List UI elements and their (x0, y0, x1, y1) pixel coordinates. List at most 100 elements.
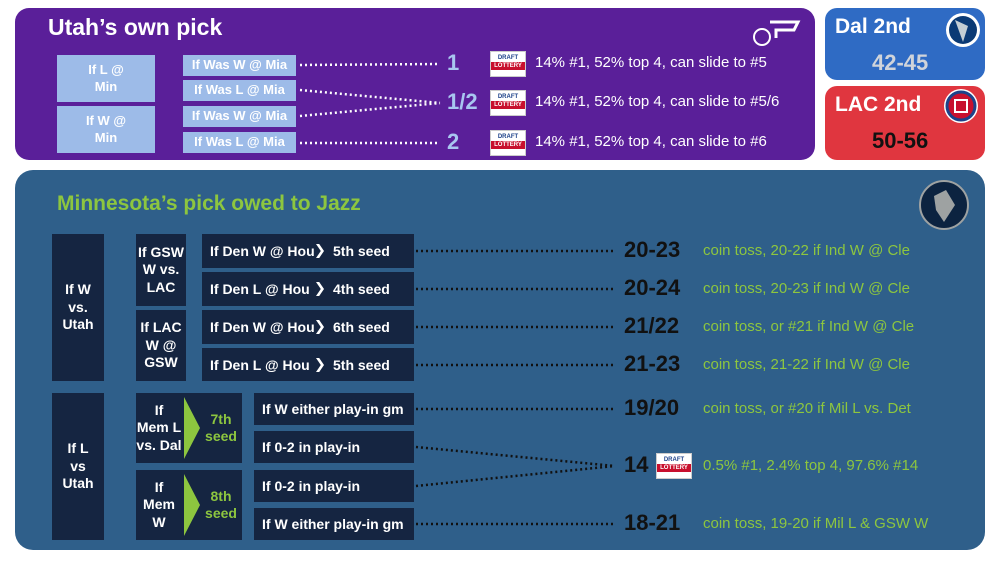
line: LOTTERY (491, 101, 525, 109)
team: LAC 2nd (835, 93, 922, 116)
line: If LAC (140, 319, 182, 336)
condition-row (202, 234, 414, 268)
pick: 18-21 (624, 510, 681, 535)
line: Utah (62, 475, 94, 492)
pick: 14 (624, 452, 649, 477)
pick: 20-23 (624, 237, 681, 262)
lottery-badge: DRAFT LOTTERY (490, 51, 526, 77)
utah-title: Utah’s own pick (48, 14, 223, 40)
condition: If Den L @ Hou (210, 281, 310, 297)
subgroup-box: If LAC W @ GSW (136, 310, 186, 381)
line: If (154, 478, 164, 495)
line: DRAFT (497, 134, 519, 140)
seed-label: 8th seed (200, 470, 242, 540)
line: Utah (62, 316, 94, 333)
lottery-badge: DRAFT LOTTERY (490, 130, 526, 156)
line: If L (67, 440, 89, 457)
condition-box: If Was W @ Mia (183, 55, 296, 76)
note: 0.5% #1, 2.4% top 4, 97.6% #14 (703, 457, 919, 474)
line: vs. Dal (136, 436, 182, 453)
line: seed (205, 505, 237, 521)
branch-box: If L @ Min (57, 55, 155, 102)
line: LOTTERY (657, 464, 691, 472)
seed-label: 7th seed (200, 393, 242, 463)
line: Mem (143, 496, 175, 513)
condition: If Den L @ Hou (210, 357, 310, 373)
condition: If Den W @ Hou (210, 319, 315, 335)
pick: 19/20 (624, 395, 680, 420)
minnesota-title: Minnesota’s pick owed to Jazz (57, 192, 361, 215)
line: If GSW (138, 243, 184, 260)
note: coin toss, 21-22 if Ind W @ Cle (703, 356, 910, 373)
utah-lines (299, 62, 441, 145)
note: coin toss, 20-23 if Ind W @ Cle (703, 280, 910, 297)
line: DRAFT (497, 94, 519, 100)
line: LOTTERY (491, 141, 525, 149)
line: 7th (210, 410, 232, 427)
condition-row (202, 310, 414, 344)
line: Min (94, 129, 118, 145)
condition: If W either play-in gm (262, 401, 404, 417)
seed: 5th seed (333, 357, 390, 373)
condition-box: If Was L @ Mia (183, 132, 296, 153)
line: If W @ (85, 113, 127, 129)
note: coin toss, 19-20 if Mil L & GSW W (703, 515, 929, 532)
pick: 21/22 (624, 313, 680, 338)
team: Dal 2nd (835, 15, 911, 38)
subgroup-box: If GSW W vs. LAC (136, 234, 186, 306)
condition-row (202, 272, 414, 306)
condition-row (254, 431, 414, 463)
condition: If W either play-in gm (262, 516, 404, 532)
condition: If Den W @ Hou (210, 243, 315, 259)
note: coin toss, or #21 if Ind W @ Cle (703, 318, 915, 335)
lottery-badge: DRAFT LOTTERY (656, 453, 692, 479)
line: 8th (210, 487, 232, 504)
seed: 6th seed (333, 319, 390, 335)
record: 50-56 (872, 128, 929, 153)
line: vs (70, 457, 86, 474)
condition: If 0-2 in play-in (262, 478, 361, 494)
wolves-logo (919, 180, 969, 230)
pick: 1 (447, 50, 460, 75)
condition-box: If Was L @ Mia (183, 80, 296, 101)
line: GSW (144, 354, 178, 371)
line: LOTTERY (491, 62, 525, 70)
line: If W (65, 281, 91, 298)
line: If L @ (88, 62, 124, 78)
line: DRAFT (663, 457, 685, 463)
line: LAC (146, 278, 176, 295)
line: W @ (145, 336, 177, 353)
line: Mem L (136, 419, 182, 436)
line: If (154, 401, 164, 418)
seed: 4th seed (333, 281, 390, 297)
condition-row (254, 393, 414, 425)
pick: 2 (447, 129, 460, 154)
lottery-badge: DRAFT LOTTERY (490, 90, 526, 116)
minnesota-lines (415, 249, 616, 526)
note: 14% #1, 52% top 4, can slide to #6 (535, 133, 767, 150)
pick: 21-23 (624, 351, 681, 376)
condition-row (202, 348, 414, 381)
condition: If 0-2 in play-in (262, 439, 361, 455)
line: W vs. (142, 261, 180, 278)
condition-box: If Was W @ Mia (183, 106, 296, 127)
line: DRAFT (497, 55, 519, 61)
line: Min (94, 78, 118, 94)
clippers-logo (944, 89, 978, 123)
note: coin toss, 20-22 if Ind W @ Cle (703, 242, 910, 259)
jazz-logo (753, 20, 801, 46)
note: coin toss, or #20 if Mil L vs. Det (703, 400, 911, 417)
record: 42-45 (872, 50, 929, 75)
line: seed (205, 428, 237, 444)
subgroup-label: If Mem W (136, 470, 182, 540)
pick: 1/2 (447, 89, 478, 114)
seed: 5th seed (333, 243, 390, 259)
line: W (152, 513, 166, 530)
branch-box: If W @ Min (57, 106, 155, 153)
line: vs. (68, 298, 88, 315)
